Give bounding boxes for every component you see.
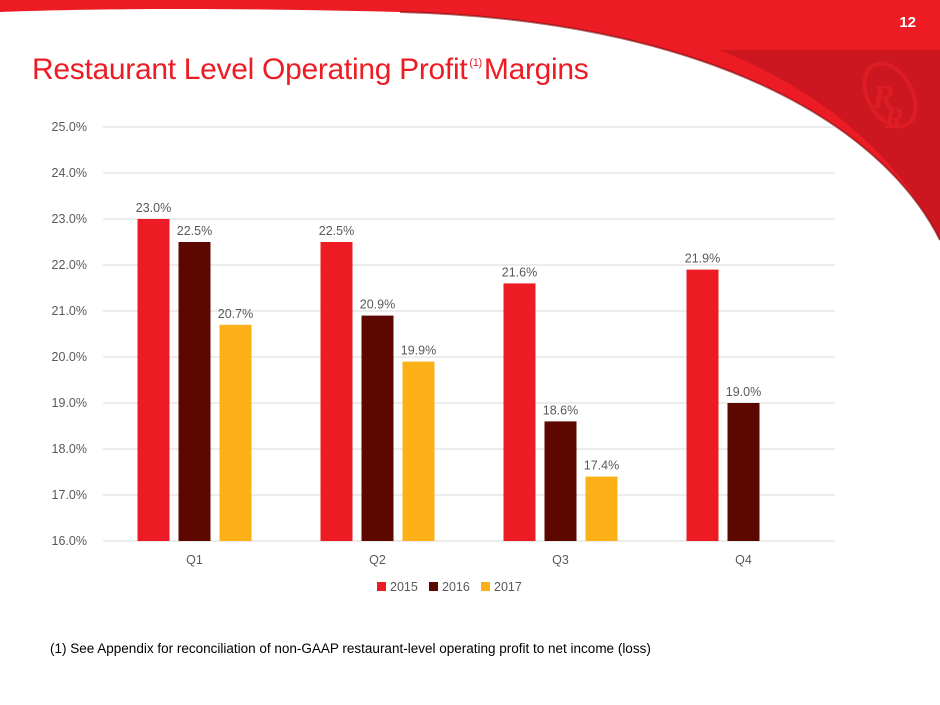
y-tick-label: 16.0% bbox=[52, 534, 87, 548]
legend-label: 2015 bbox=[390, 580, 418, 594]
y-tick-label: 21.0% bbox=[52, 304, 87, 318]
x-tick-label: Q1 bbox=[186, 553, 203, 567]
bar-2017-Q2 bbox=[402, 361, 435, 541]
y-tick-label: 25.0% bbox=[52, 120, 87, 134]
data-label: 19.0% bbox=[726, 385, 761, 399]
data-label: 21.9% bbox=[685, 252, 720, 266]
data-label: 22.5% bbox=[177, 224, 212, 238]
bar-2015-Q2 bbox=[320, 242, 353, 541]
data-label: 20.7% bbox=[218, 307, 253, 321]
data-label: 18.6% bbox=[543, 403, 578, 417]
data-label: 21.6% bbox=[502, 265, 537, 279]
y-tick-label: 17.0% bbox=[52, 488, 87, 502]
red-robin-logo-icon: R R bbox=[862, 61, 918, 135]
bar-2015-Q1 bbox=[137, 219, 170, 541]
legend-swatch-2015 bbox=[377, 582, 386, 591]
footnote: (1) See Appendix for reconciliation of n… bbox=[50, 641, 651, 656]
legend-label: 2017 bbox=[494, 580, 522, 594]
data-label: 23.0% bbox=[136, 201, 171, 215]
legend-label: 2016 bbox=[442, 580, 470, 594]
bar-2016-Q3 bbox=[544, 421, 577, 541]
title-footnote-ref: (1) bbox=[469, 57, 482, 69]
data-label: 19.9% bbox=[401, 344, 436, 358]
page-title: Restaurant Level Operating Profit (1)Marg… bbox=[32, 53, 589, 87]
bar-2016-Q1 bbox=[178, 242, 211, 541]
svg-text:R: R bbox=[883, 102, 904, 135]
data-label: 20.9% bbox=[360, 298, 395, 312]
y-tick-label: 18.0% bbox=[52, 442, 87, 456]
svg-text:R: R bbox=[871, 79, 895, 116]
data-label: 17.4% bbox=[584, 459, 619, 473]
bar-2016-Q2 bbox=[361, 315, 394, 541]
legend-swatch-2016 bbox=[429, 582, 438, 591]
y-tick-label: 22.0% bbox=[52, 258, 87, 272]
y-tick-label: 23.0% bbox=[52, 212, 87, 226]
bar-2017-Q3 bbox=[585, 476, 618, 541]
title-main: Restaurant Level Operating Profit bbox=[32, 53, 468, 86]
data-label: 22.5% bbox=[319, 224, 354, 238]
bar-2017-Q1 bbox=[219, 324, 252, 541]
page-number: 12 bbox=[899, 14, 916, 31]
legend-swatch-2017 bbox=[481, 582, 490, 591]
y-tick-label: 20.0% bbox=[52, 350, 87, 364]
y-tick-label: 19.0% bbox=[52, 396, 87, 410]
title-suffix: Margins bbox=[483, 53, 589, 86]
bar-2016-Q4 bbox=[727, 403, 760, 541]
x-tick-label: Q3 bbox=[552, 553, 569, 567]
y-tick-label: 24.0% bbox=[52, 166, 87, 180]
x-tick-label: Q4 bbox=[735, 553, 752, 567]
bar-2015-Q3 bbox=[503, 283, 536, 541]
x-tick-label: Q2 bbox=[369, 553, 386, 567]
bar-2015-Q4 bbox=[686, 269, 719, 541]
